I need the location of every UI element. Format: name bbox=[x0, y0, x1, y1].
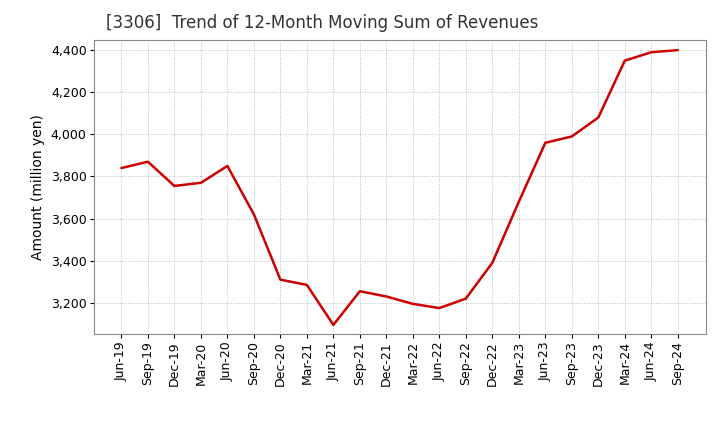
Y-axis label: Amount (million yen): Amount (million yen) bbox=[31, 114, 45, 260]
Text: [3306]  Trend of 12-Month Moving Sum of Revenues: [3306] Trend of 12-Month Moving Sum of R… bbox=[106, 15, 539, 33]
